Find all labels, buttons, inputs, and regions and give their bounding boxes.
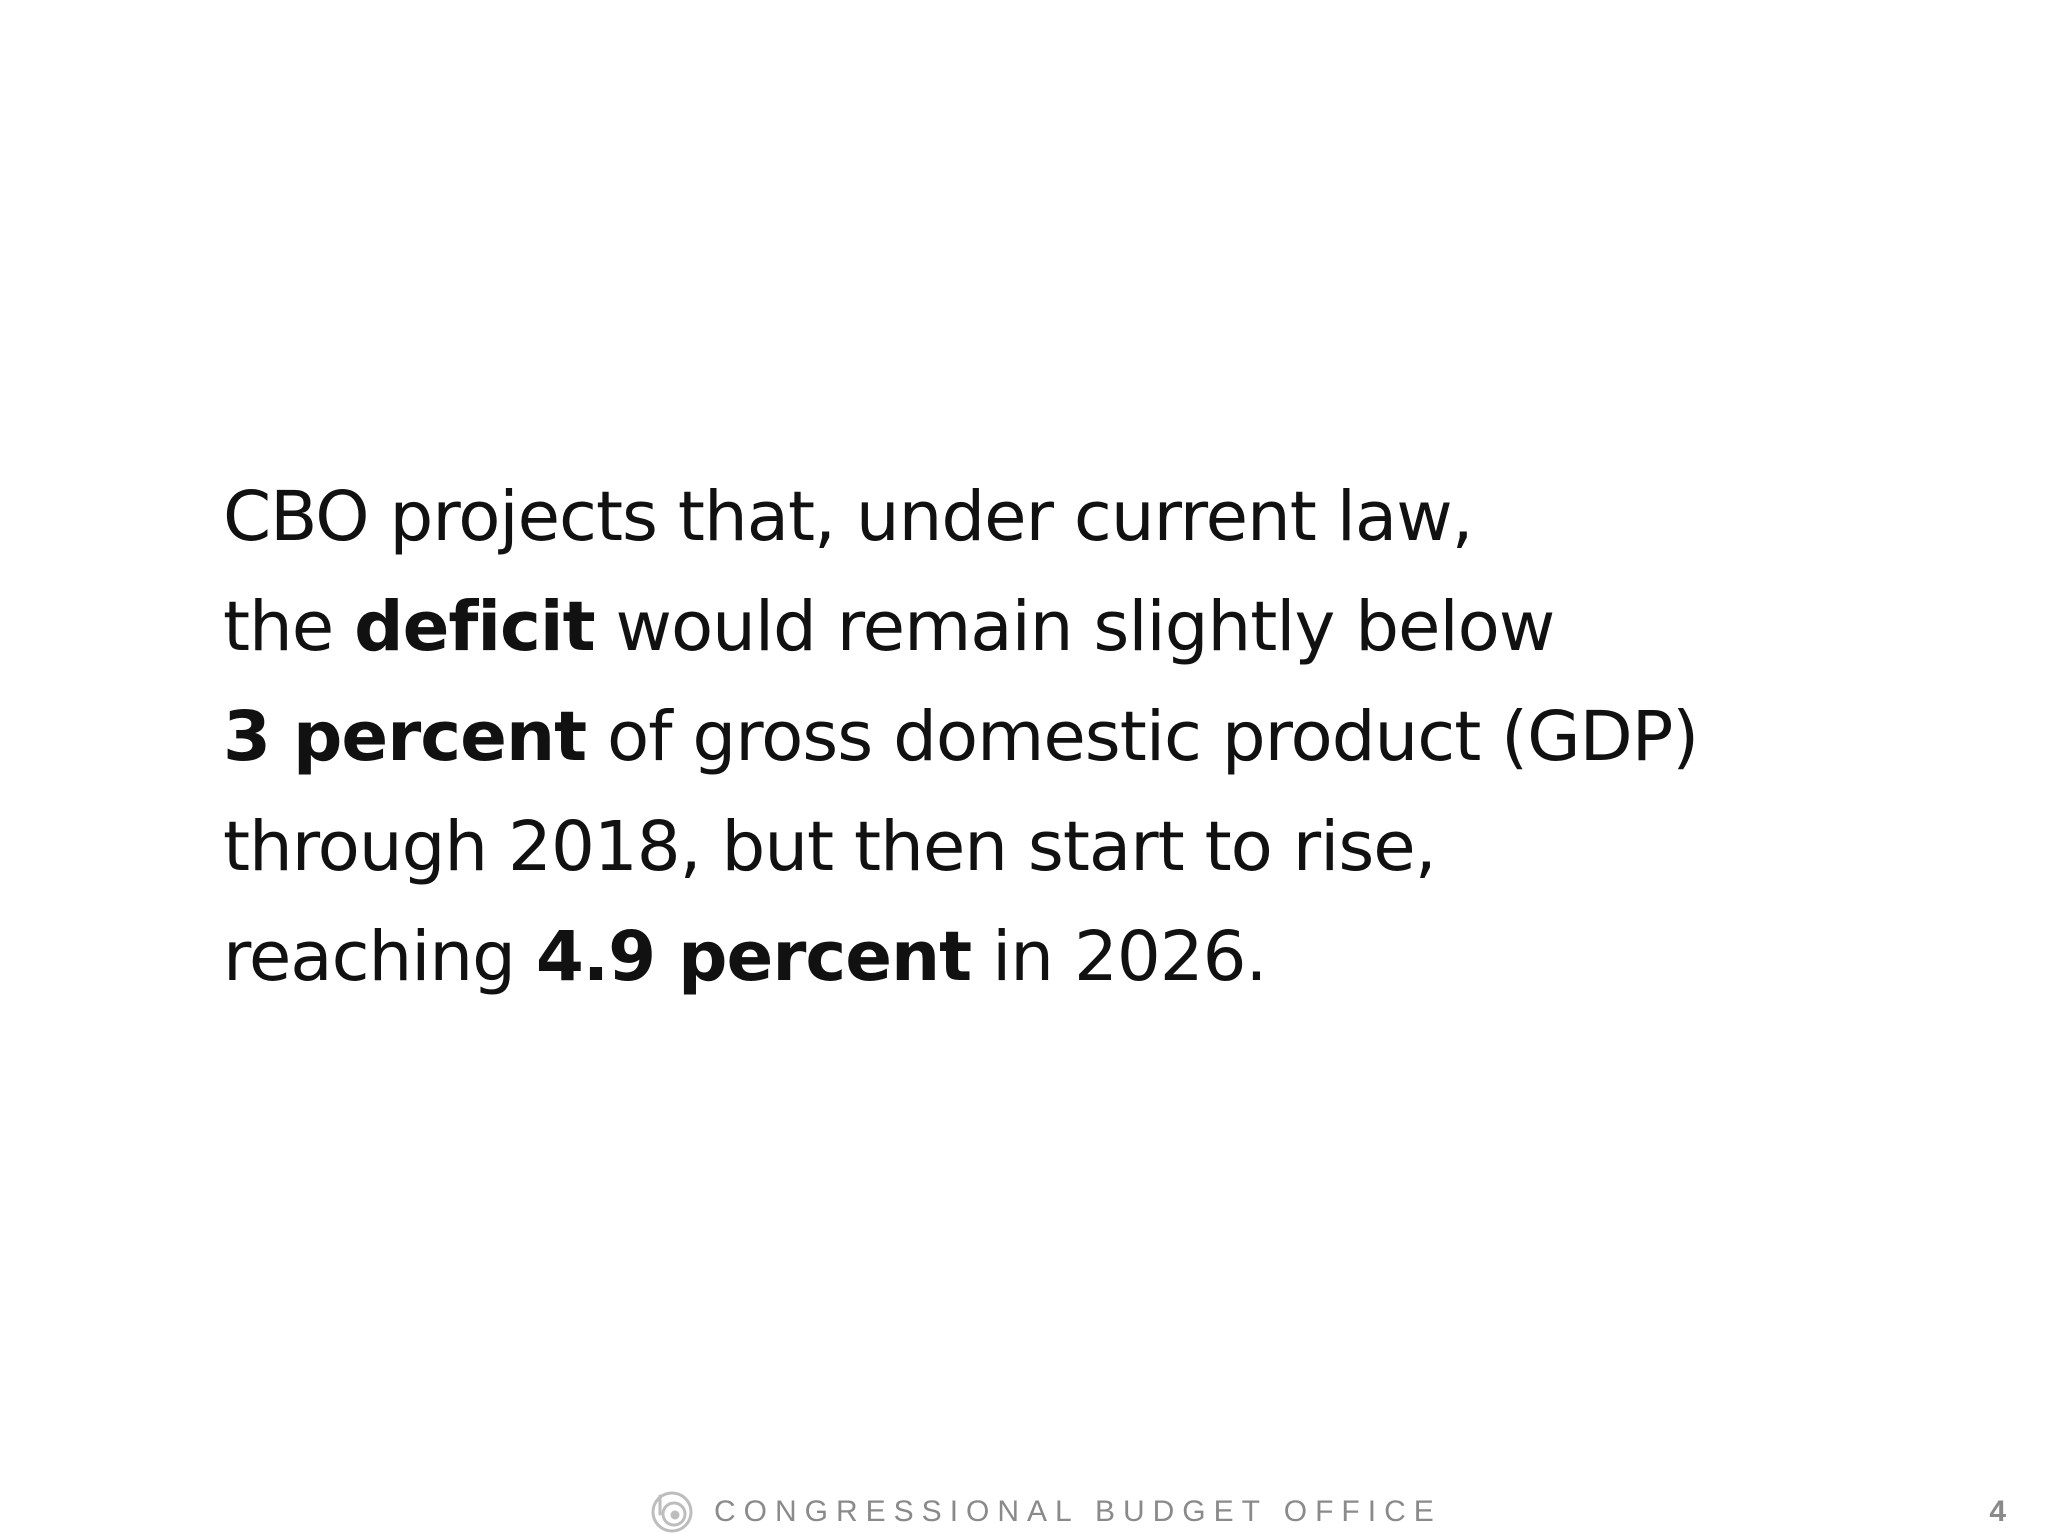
page-number: 4 bbox=[1989, 1495, 2006, 1528]
slide-body-text: CBO projects that, under current law, th… bbox=[223, 462, 1923, 1012]
body-line-4: through 2018, but then start to rise, bbox=[223, 792, 1923, 902]
body-line-5: reaching 4.9 percent in 2026. bbox=[223, 902, 1923, 1012]
body-line-3: 3 percent of gross domestic product (GDP… bbox=[223, 682, 1923, 792]
footer-organization-name: CONGRESSIONAL BUDGET OFFICE bbox=[714, 1495, 1442, 1528]
body-text-run: reaching bbox=[223, 917, 536, 997]
deficit-emphasis: deficit bbox=[354, 587, 595, 667]
body-text-run: through 2018, but then start to rise, bbox=[223, 807, 1437, 887]
four-point-nine-percent-emphasis: 4.9 percent bbox=[535, 917, 972, 997]
slide-footer: CONGRESSIONAL BUDGET OFFICE 4 bbox=[0, 1490, 2048, 1534]
body-text-run: CBO projects that, under current law, bbox=[223, 477, 1474, 557]
body-line-2: the deficit would remain slightly below bbox=[223, 572, 1923, 682]
body-text-run: of gross domestic product (GDP) bbox=[586, 697, 1699, 777]
body-line-1: CBO projects that, under current law, bbox=[223, 462, 1923, 572]
body-text-run: the bbox=[223, 587, 355, 667]
body-text-run: in 2026. bbox=[971, 917, 1267, 997]
three-percent-emphasis: 3 percent bbox=[223, 697, 587, 777]
footer-brand: CONGRESSIONAL BUDGET OFFICE bbox=[650, 1490, 1442, 1534]
body-text-run: would remain slightly below bbox=[594, 587, 1556, 667]
cbo-logo-icon bbox=[651, 1491, 693, 1533]
